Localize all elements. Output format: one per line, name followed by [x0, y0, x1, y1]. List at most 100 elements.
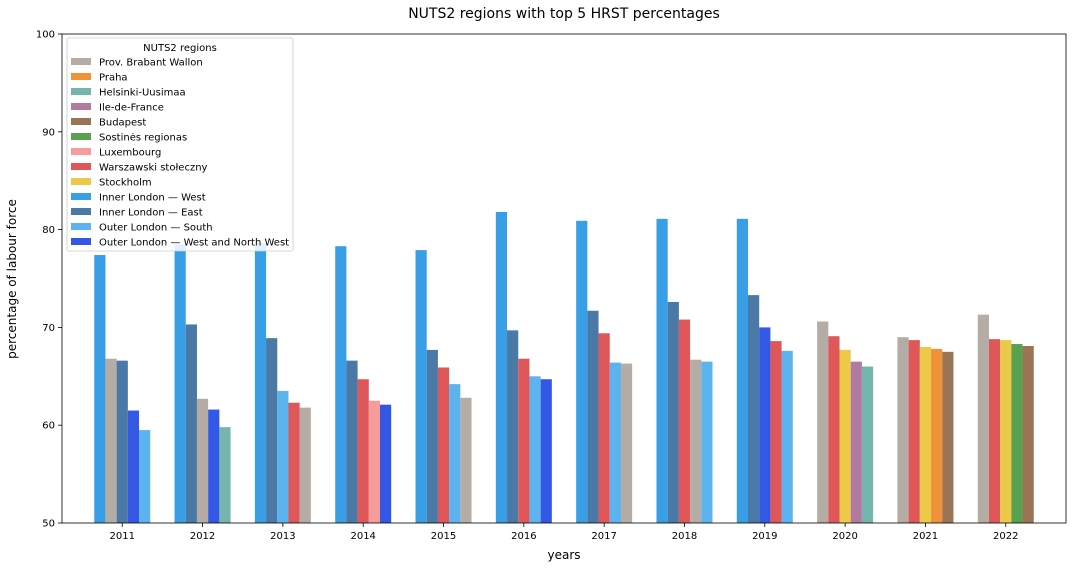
bar	[988, 339, 1001, 523]
bar	[449, 384, 461, 523]
x-axis: 2011 2012 2013 2014 2015 2016 2017 2018 2019 2020…	[110, 523, 1018, 542]
bar	[977, 314, 989, 523]
legend-frame	[66, 37, 294, 252]
y-tick-label: 90	[42, 127, 55, 138]
bar	[620, 363, 633, 523]
bar	[690, 359, 702, 523]
bar	[1022, 345, 1034, 523]
bar	[759, 327, 771, 523]
bar	[346, 360, 358, 523]
bar	[380, 404, 392, 523]
legend-swatch	[71, 88, 91, 95]
bar	[587, 310, 599, 523]
legend-swatch	[71, 193, 91, 200]
bar	[667, 301, 679, 523]
bar	[656, 218, 668, 524]
x-tick-label: 2018	[672, 531, 697, 542]
bar	[609, 362, 621, 523]
bar	[781, 350, 793, 523]
bar	[839, 349, 851, 523]
legend-swatch	[71, 178, 91, 185]
legend-swatch	[71, 163, 91, 170]
bar	[196, 398, 209, 523]
y-tick-label: 100	[36, 30, 55, 41]
bar	[1011, 344, 1023, 523]
plot-frame	[61, 33, 1067, 524]
legend-entry-label: Warszawski stołeczny	[99, 163, 208, 174]
x-tick-label: 2017	[591, 531, 616, 542]
bar	[748, 295, 760, 523]
x-tick-label: 2019	[752, 531, 777, 542]
bar	[208, 409, 220, 523]
legend-entry-label: Praha	[99, 73, 128, 84]
bar	[139, 430, 151, 523]
x-tick-label: 2021	[913, 531, 938, 542]
bar	[299, 407, 311, 523]
legend-entries: Prov. Brabant Wallon Praha Helsinki-Uusima…	[71, 58, 289, 249]
legend-entry-label: Helsinki-Uusimaa	[99, 88, 186, 99]
legend-entry-label: Prov. Brabant Wallon	[99, 58, 203, 69]
x-tick-label: 2016	[511, 531, 536, 542]
legend-swatch	[71, 238, 91, 245]
bar	[495, 211, 508, 523]
bar	[127, 410, 140, 523]
legend-title: NUTS2 regions	[143, 43, 217, 54]
legend-swatch	[71, 118, 91, 125]
y-tick-label: 60	[42, 421, 55, 432]
bar	[357, 379, 369, 523]
legend-entry-label: Ile-de-France	[99, 103, 164, 114]
bar	[426, 349, 438, 523]
legend-swatch	[71, 148, 91, 155]
x-tick-label: 2013	[270, 531, 295, 542]
bar	[254, 243, 267, 524]
bar	[942, 351, 954, 523]
bar	[185, 324, 197, 523]
x-tick-label: 2020	[832, 531, 857, 542]
bar	[460, 397, 472, 523]
bar	[678, 319, 691, 523]
bar	[529, 376, 541, 523]
bar	[919, 346, 932, 523]
bar	[116, 360, 128, 523]
legend-entry-label: Budapest	[99, 118, 146, 129]
y-axis: 50 60 70 80 90 100	[36, 30, 62, 530]
x-tick-label: 2011	[110, 531, 135, 542]
legend-swatch	[71, 58, 91, 65]
bar	[335, 246, 347, 523]
bar	[288, 402, 300, 523]
bar	[897, 337, 909, 523]
x-axis-label: years	[547, 548, 580, 562]
legend-entry-label: Inner London — West	[99, 193, 206, 204]
bar	[828, 336, 840, 523]
bar	[277, 390, 289, 523]
legend-swatch	[71, 103, 91, 110]
x-tick-label: 2015	[431, 531, 456, 542]
bar	[598, 333, 610, 523]
bar	[174, 244, 186, 523]
bars-layer	[94, 211, 1034, 524]
bar	[518, 358, 530, 523]
bar	[540, 379, 552, 523]
chart-title: NUTS2 regions with top 5 HRST percentage…	[408, 6, 720, 22]
bar	[105, 358, 117, 523]
y-axis-label: percentage of labour force	[5, 199, 19, 359]
bar	[219, 427, 231, 523]
bar	[736, 218, 748, 524]
bar	[368, 400, 380, 523]
legend-swatch	[71, 223, 91, 230]
legend-swatch	[71, 208, 91, 215]
legend-entry-label: Stockholm	[99, 178, 152, 189]
bar	[908, 340, 920, 523]
bar	[437, 367, 450, 523]
legend-swatch	[71, 73, 91, 80]
legend-entry-label: Outer London — West and North West	[99, 238, 289, 249]
y-tick-label: 70	[42, 323, 55, 334]
bar	[701, 361, 713, 523]
legend-swatch	[71, 133, 91, 140]
bar	[94, 255, 106, 523]
legend-entry-label: Inner London — East	[99, 208, 203, 219]
y-tick-label: 50	[42, 519, 55, 530]
y-tick-label: 80	[42, 225, 55, 236]
bar	[507, 330, 519, 523]
